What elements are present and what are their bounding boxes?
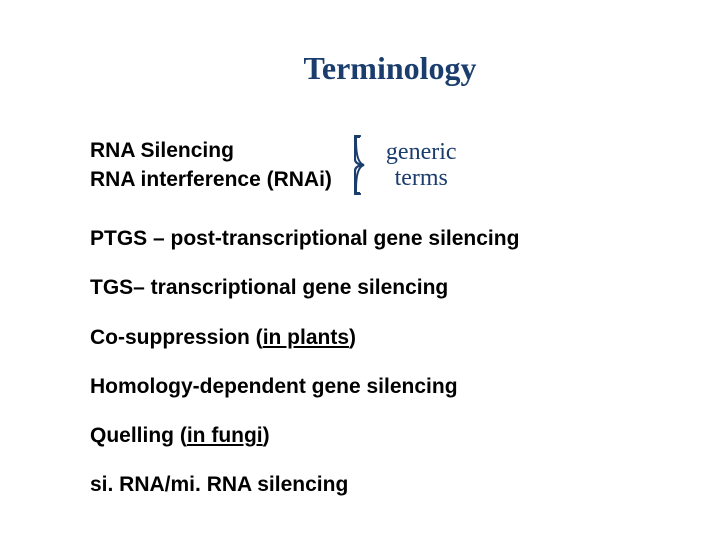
term-ptgs: PTGS – post-transcriptional gene silenci… [90,225,650,252]
annotation-line2: terms [386,165,457,191]
bracket-group: generic terms [354,135,457,195]
term-sirna: si. RNA/mi. RNA silencing [90,471,650,498]
generic-terms-annotation: generic terms [386,139,457,192]
term-rna-silencing: RNA Silencing [90,137,332,164]
term-homology: Homology-dependent gene silencing [90,373,650,400]
term-quelling: Quelling (in fungi) [90,422,650,449]
slide-container: Terminology RNA Silencing RNA interferen… [0,0,720,540]
cosup-under: in plants [263,326,349,349]
cosup-pre: Co-suppression ( [90,326,263,349]
generic-terms-list: RNA Silencing RNA interference (RNAi) [90,137,332,194]
terminology-list: PTGS – post-transcriptional gene silenci… [90,225,650,499]
quell-post: ) [263,424,270,447]
annotation-line1: generic [386,139,457,165]
right-bracket-icon [354,135,372,195]
cosup-post: ) [349,326,356,349]
page-title: Terminology [130,50,650,87]
quell-under: in fungi [187,424,263,447]
term-tgs: TGS– transcriptional gene silencing [90,274,650,301]
generic-terms-group: RNA Silencing RNA interference (RNAi) ge… [90,135,650,195]
quell-pre: Quelling ( [90,424,187,447]
term-cosuppression: Co-suppression (in plants) [90,324,650,351]
term-rna-interference: RNA interference (RNAi) [90,166,332,193]
